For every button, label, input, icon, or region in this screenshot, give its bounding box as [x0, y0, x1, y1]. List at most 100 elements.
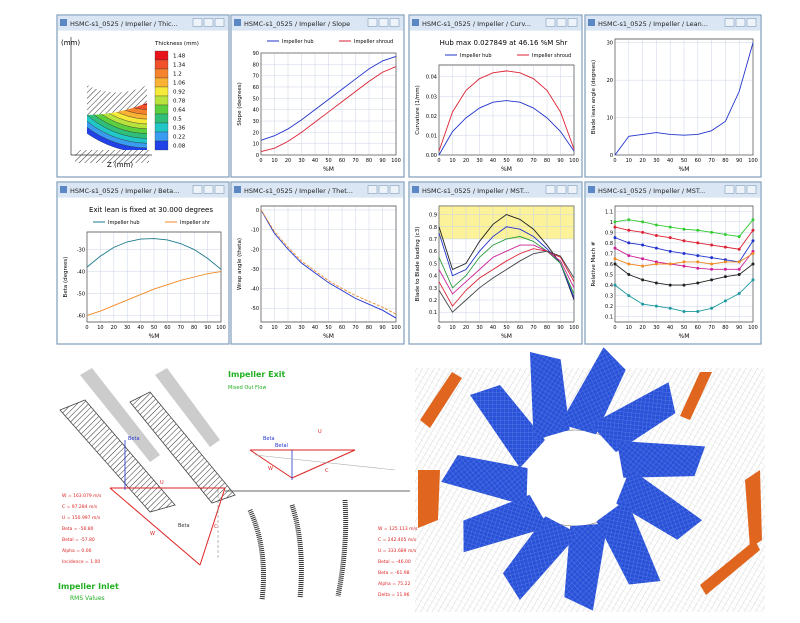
series-marker — [668, 236, 672, 240]
y-tick-label: 0.4 — [605, 283, 613, 289]
window-button[interactable] — [378, 18, 389, 27]
x-tick-label: 10 — [271, 325, 277, 331]
velocity-value: U = 150.997 m/s — [62, 515, 101, 521]
series-marker — [682, 264, 686, 268]
window-button[interactable] — [192, 185, 203, 194]
window-button[interactable] — [203, 18, 214, 27]
window-button[interactable] — [567, 18, 578, 27]
exit-subtitle: Mixed Out Flow — [228, 385, 266, 391]
x-tick-label: 50 — [681, 325, 687, 331]
x-tick-label: 50 — [681, 158, 687, 164]
x-axis-label: Z (mm) — [107, 161, 133, 169]
x-tick-label: 10 — [271, 158, 277, 164]
y-tick-label: 0.2 — [429, 298, 437, 304]
x-tick-label: 80 — [191, 325, 197, 331]
x-tick-label: 30 — [653, 158, 659, 164]
window-button[interactable] — [192, 18, 203, 27]
series-line — [86, 271, 222, 316]
window-button[interactable] — [203, 185, 214, 194]
series-marker — [737, 260, 741, 264]
vector-label: U — [160, 480, 164, 486]
window-button[interactable] — [389, 18, 400, 27]
main-blade — [616, 468, 703, 540]
window-button[interactable] — [214, 185, 225, 194]
window-button[interactable] — [367, 185, 378, 194]
series-marker — [613, 236, 617, 240]
x-axis-label: %M — [679, 333, 690, 340]
velocity-value: C = 242.405 m/s — [378, 537, 417, 543]
window-button[interactable] — [545, 185, 556, 194]
x-tick-label: 70 — [530, 158, 536, 164]
series-line — [260, 55, 397, 141]
window-button[interactable] — [724, 18, 735, 27]
y-tick-label: 20 — [607, 78, 613, 84]
window-button[interactable] — [724, 185, 735, 194]
series-marker — [668, 283, 672, 287]
window-button[interactable] — [746, 185, 757, 194]
window-button[interactable] — [746, 18, 757, 27]
y-tick-label: 1 — [610, 220, 613, 226]
window-button[interactable] — [735, 185, 746, 194]
velocity-value: U = 333.689 m/s — [378, 548, 417, 554]
main-blade — [590, 382, 676, 453]
series-marker — [627, 241, 631, 245]
series-marker — [751, 262, 755, 266]
series-line — [438, 100, 575, 156]
x-tick-label: 80 — [722, 158, 728, 164]
legend-label: Impeller hub — [282, 39, 314, 45]
main-blade — [529, 351, 570, 441]
series-marker — [682, 260, 686, 264]
angle-label: Beta — [128, 436, 140, 442]
x-tick-label: 70 — [352, 158, 358, 164]
series-marker — [682, 309, 686, 313]
y-tick-label: 0.3 — [429, 286, 437, 292]
window-button[interactable] — [545, 18, 556, 27]
series-line — [260, 66, 397, 153]
colorbar-label: 0.08 — [173, 144, 186, 150]
window-button[interactable] — [389, 185, 400, 194]
vector-label: U — [318, 429, 322, 435]
x-tick-label: 90 — [379, 325, 385, 331]
window: HSMC-s1_0525 / Impeller / Lean... 0 10 20 30… — [584, 14, 762, 178]
x-tick-label: 0 — [259, 325, 262, 331]
series-marker — [654, 304, 658, 308]
velocity-value: Betal = -57.80 — [62, 537, 95, 543]
x-tick-label: 10 — [626, 158, 632, 164]
y-tick-label: 0.9 — [429, 213, 437, 219]
x-tick-label: 20 — [285, 158, 291, 164]
y-tick-label: 60 — [253, 85, 259, 91]
series-marker — [723, 258, 727, 262]
series-marker — [737, 235, 741, 239]
y-tick-label: 0.4 — [429, 274, 437, 280]
chart-title: Exit lean is fixed at 30.000 degrees — [89, 206, 213, 214]
main-blade — [502, 516, 579, 600]
window-button[interactable] — [556, 185, 567, 194]
colorbar-label: 0.22 — [173, 135, 185, 141]
series-marker — [710, 278, 714, 282]
window-button[interactable] — [378, 185, 389, 194]
x-tick-label: 30 — [298, 325, 304, 331]
series-marker — [641, 264, 645, 268]
velocity-c — [291, 449, 356, 479]
inlet-subtitle: RMS Values — [70, 595, 105, 602]
velocity-c — [199, 487, 226, 566]
y-tick-label: -20 — [251, 247, 259, 253]
window-button[interactable] — [214, 18, 225, 27]
y-axis-label: Wrap angle (theta) — [237, 238, 243, 290]
series-marker — [696, 309, 700, 313]
window-button[interactable] — [567, 185, 578, 194]
series-marker — [682, 239, 686, 243]
main-blade — [616, 440, 706, 478]
y-tick-label: 0 — [610, 153, 613, 159]
window-title: HSMC-s1_0525 / Impeller / Curv... — [422, 20, 531, 28]
y-tick-label: 30 — [607, 41, 613, 47]
window-button[interactable] — [556, 18, 567, 27]
series-marker — [627, 254, 631, 258]
colorbar-label: 1.34 — [173, 63, 186, 69]
series-marker — [613, 225, 617, 229]
x-tick-label: 100 — [569, 325, 579, 331]
window-button[interactable] — [735, 18, 746, 27]
window-button[interactable] — [367, 18, 378, 27]
colorbar-label: 1.2 — [173, 72, 182, 78]
